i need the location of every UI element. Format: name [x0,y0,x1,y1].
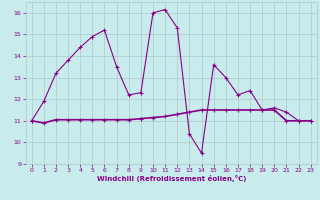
X-axis label: Windchill (Refroidissement éolien,°C): Windchill (Refroidissement éolien,°C) [97,175,246,182]
